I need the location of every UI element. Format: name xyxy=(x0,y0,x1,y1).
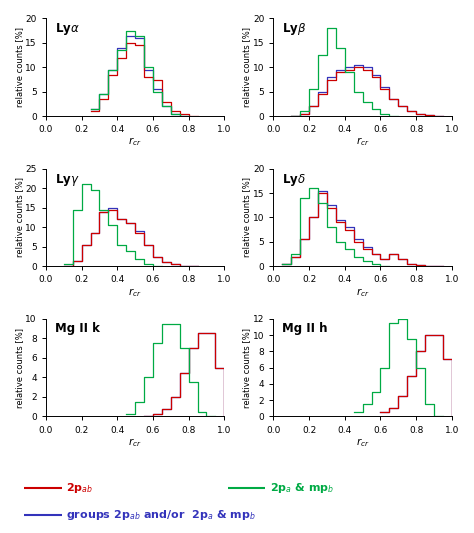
Y-axis label: relative counts [%]: relative counts [%] xyxy=(15,328,24,408)
Text: 2p$_{ab}$: 2p$_{ab}$ xyxy=(66,481,93,495)
Y-axis label: relative counts [%]: relative counts [%] xyxy=(15,27,24,107)
X-axis label: $r_{cr}$: $r_{cr}$ xyxy=(356,436,369,449)
X-axis label: $r_{cr}$: $r_{cr}$ xyxy=(356,286,369,298)
X-axis label: $r_{cr}$: $r_{cr}$ xyxy=(128,436,142,449)
Text: Ly$\gamma$: Ly$\gamma$ xyxy=(55,172,80,188)
Text: Ly$\alpha$: Ly$\alpha$ xyxy=(55,21,80,37)
X-axis label: $r_{cr}$: $r_{cr}$ xyxy=(356,136,369,149)
Y-axis label: relative counts [%]: relative counts [%] xyxy=(243,177,252,257)
Text: Ly$\delta$: Ly$\delta$ xyxy=(283,172,306,188)
Y-axis label: relative counts [%]: relative counts [%] xyxy=(15,177,24,257)
Text: groups 2p$_{ab}$ and/or  2p$_a$ & mp$_b$: groups 2p$_{ab}$ and/or 2p$_a$ & mp$_b$ xyxy=(66,508,256,522)
Text: Mg II h: Mg II h xyxy=(283,322,328,335)
X-axis label: $r_{cr}$: $r_{cr}$ xyxy=(128,286,142,298)
Text: Ly$\beta$: Ly$\beta$ xyxy=(283,21,307,37)
X-axis label: $r_{cr}$: $r_{cr}$ xyxy=(128,136,142,149)
Y-axis label: relative counts [%]: relative counts [%] xyxy=(243,27,252,107)
Y-axis label: relative counts [%]: relative counts [%] xyxy=(243,328,252,408)
Text: 2p$_a$ & mp$_b$: 2p$_a$ & mp$_b$ xyxy=(270,481,335,495)
Text: Mg II k: Mg II k xyxy=(55,322,100,335)
